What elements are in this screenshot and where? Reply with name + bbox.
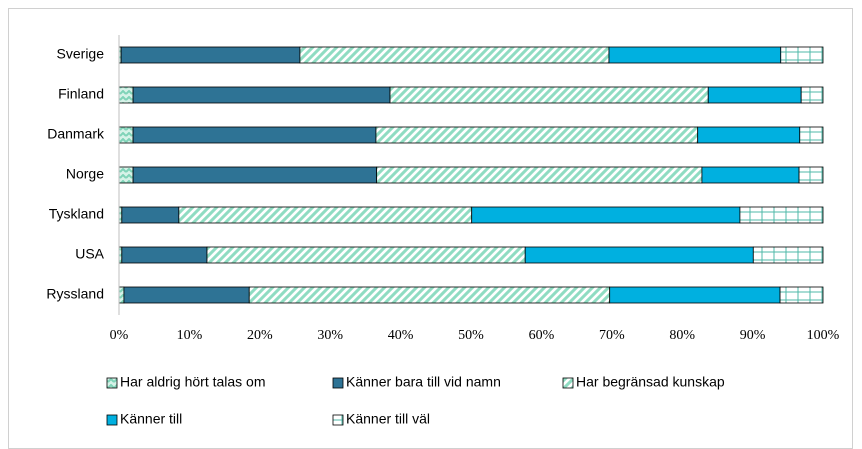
bar-segment <box>798 166 824 184</box>
bar-segment <box>206 246 526 264</box>
x-tick-label: 80% <box>669 328 695 343</box>
category-label: Danmark <box>47 126 105 142</box>
category-label: Sverige <box>57 46 105 62</box>
legend-label: Känner bara till vid namn <box>346 374 501 390</box>
x-tick-label: 40% <box>388 328 414 343</box>
legend-label: Känner till väl <box>346 411 430 427</box>
bar-segment <box>120 46 301 64</box>
bar-segment <box>118 166 134 184</box>
bar-segment <box>707 86 802 104</box>
bar-segment <box>800 86 824 104</box>
legend-swatch <box>332 414 344 426</box>
bar-segment <box>609 286 781 304</box>
category-label: Finland <box>58 86 104 102</box>
legend-swatch <box>106 377 118 389</box>
bar-segment <box>697 126 801 144</box>
bar-segment <box>132 126 377 144</box>
legend-label: Har aldrig hört talas om <box>120 374 266 390</box>
bar-segment <box>132 166 378 184</box>
category-label: Ryssland <box>46 286 104 302</box>
bar-segment <box>376 166 703 184</box>
category-label: Norge <box>66 166 104 182</box>
bar-segment <box>123 286 250 304</box>
bar-segment <box>799 126 824 144</box>
bar-segment <box>132 86 391 104</box>
bar-segment <box>178 206 473 224</box>
bar-segment <box>375 126 699 144</box>
x-tick-label: 0% <box>110 328 129 343</box>
bar-segment <box>739 206 824 224</box>
bar-segment <box>248 286 611 304</box>
bar-segment <box>118 286 125 304</box>
bar-segment <box>608 46 782 64</box>
bar-segment <box>780 46 824 64</box>
legend-swatch <box>106 414 118 426</box>
bar-segment <box>121 206 180 224</box>
x-tick-label: 50% <box>458 328 484 343</box>
bar-segment <box>779 286 824 304</box>
x-tick-label: 100% <box>807 328 840 343</box>
bar-segment <box>118 126 134 144</box>
bar-segment <box>118 86 134 104</box>
category-label: USA <box>75 246 104 262</box>
bar-segment <box>389 86 709 104</box>
legend-swatch <box>332 377 344 389</box>
x-tick-label: 70% <box>599 328 625 343</box>
legend-label: Har begränsad kunskap <box>576 374 725 390</box>
bar-segment <box>299 46 610 64</box>
x-tick-label: 60% <box>529 328 555 343</box>
legend-swatch <box>562 377 574 389</box>
category-label: Tyskland <box>49 206 104 222</box>
bar-segment <box>524 246 754 264</box>
legend-label: Känner till <box>120 411 182 427</box>
bar-segment <box>752 246 824 264</box>
x-tick-label: 10% <box>177 328 203 343</box>
bar-segment <box>701 166 800 184</box>
x-tick-label: 20% <box>247 328 273 343</box>
bar-segment <box>471 206 741 224</box>
bar-segment <box>121 246 208 264</box>
x-tick-label: 90% <box>740 328 766 343</box>
x-tick-label: 30% <box>317 328 343 343</box>
